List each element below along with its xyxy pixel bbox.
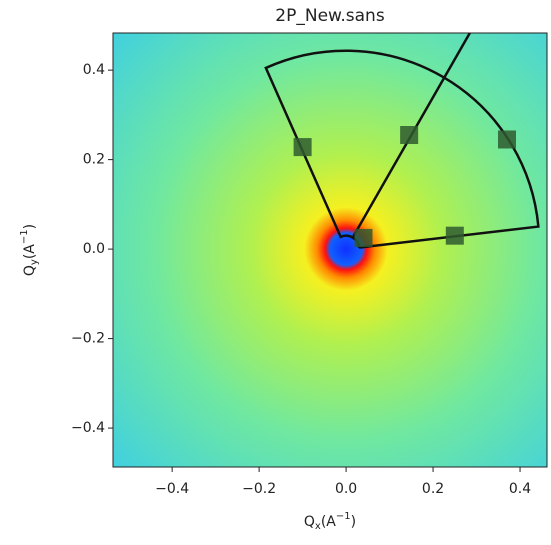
x-axis-label: Qx(A−1) — [304, 511, 356, 532]
plot-frame — [112, 32, 548, 468]
y-tick-label: −0.4 — [71, 420, 105, 436]
marker — [497, 130, 516, 149]
y-axis-label: Qy(A−1) — [19, 224, 40, 276]
x-tick-label: −0.4 — [155, 481, 189, 497]
marker — [445, 226, 464, 245]
chart-title: 2P_New.sans — [275, 6, 385, 26]
marker — [354, 228, 373, 247]
marker — [293, 138, 312, 157]
marker — [400, 126, 419, 145]
y-tick-label: 0.4 — [83, 62, 105, 78]
x-tick-label: −0.2 — [242, 481, 276, 497]
x-tick-label: 0.4 — [509, 481, 531, 497]
sector-outline — [264, 49, 540, 249]
y-tick-label: 0.0 — [83, 241, 105, 257]
intensity-image — [113, 33, 547, 467]
x-tick-label: 0.2 — [422, 481, 444, 497]
y-tick-label: 0.2 — [83, 152, 105, 168]
x-tick-label: 0.0 — [335, 481, 357, 497]
overlay — [264, 33, 540, 249]
y-tick-label: −0.2 — [71, 331, 105, 347]
